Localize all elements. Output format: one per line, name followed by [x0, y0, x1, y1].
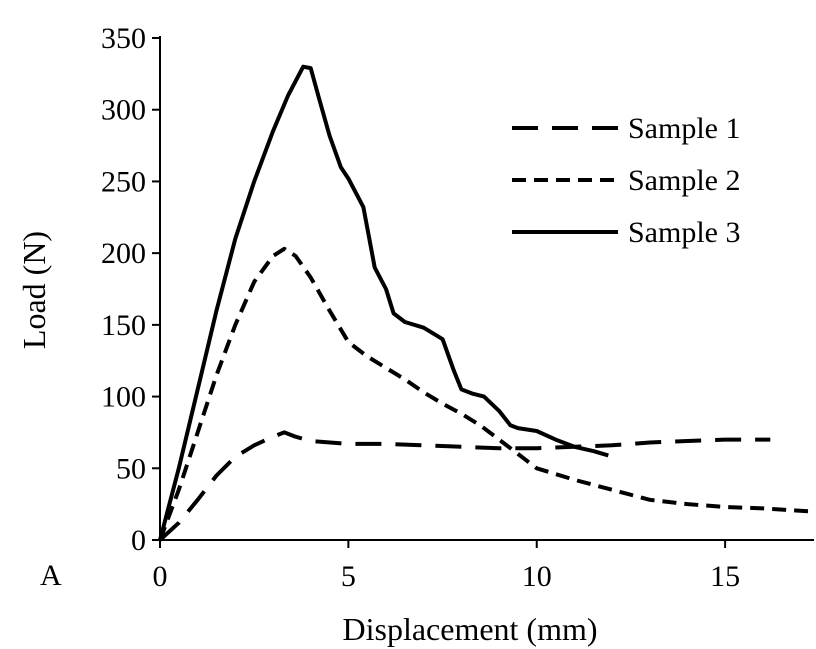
x-axis-title: Displacement (mm): [342, 611, 597, 647]
legend: Sample 1 Sample 2 Sample 3: [512, 112, 741, 249]
axes: 0 50 100 150 200 250 300 350 0 5 10 15: [101, 22, 814, 593]
panel-label: A: [40, 559, 62, 592]
x-tick-label: 10: [522, 560, 552, 593]
x-tick-label: 5: [341, 560, 356, 593]
y-tick-label: 100: [101, 381, 146, 414]
legend-label-sample-1: Sample 1: [628, 112, 741, 145]
series-line-sample-1: [158, 430, 771, 542]
series-line-sample-2: [158, 246, 809, 541]
y-tick-label: 150: [101, 309, 146, 342]
y-tick-label: 300: [101, 94, 146, 127]
y-tick-label: 350: [101, 22, 146, 55]
y-tick-label: 200: [101, 237, 146, 270]
y-axis-title: Load (N): [16, 231, 52, 349]
legend-label-sample-2: Sample 2: [628, 164, 741, 197]
y-tick-label: 0: [131, 524, 146, 557]
y-tick-label: 250: [101, 165, 146, 198]
legend-label-sample-3: Sample 3: [628, 216, 741, 249]
series-layer: [158, 64, 809, 542]
y-tick-label: 50: [116, 452, 146, 485]
x-tick-label: 15: [710, 560, 740, 593]
x-tick-label: 0: [153, 560, 168, 593]
series-line-sample-3: [158, 64, 609, 541]
